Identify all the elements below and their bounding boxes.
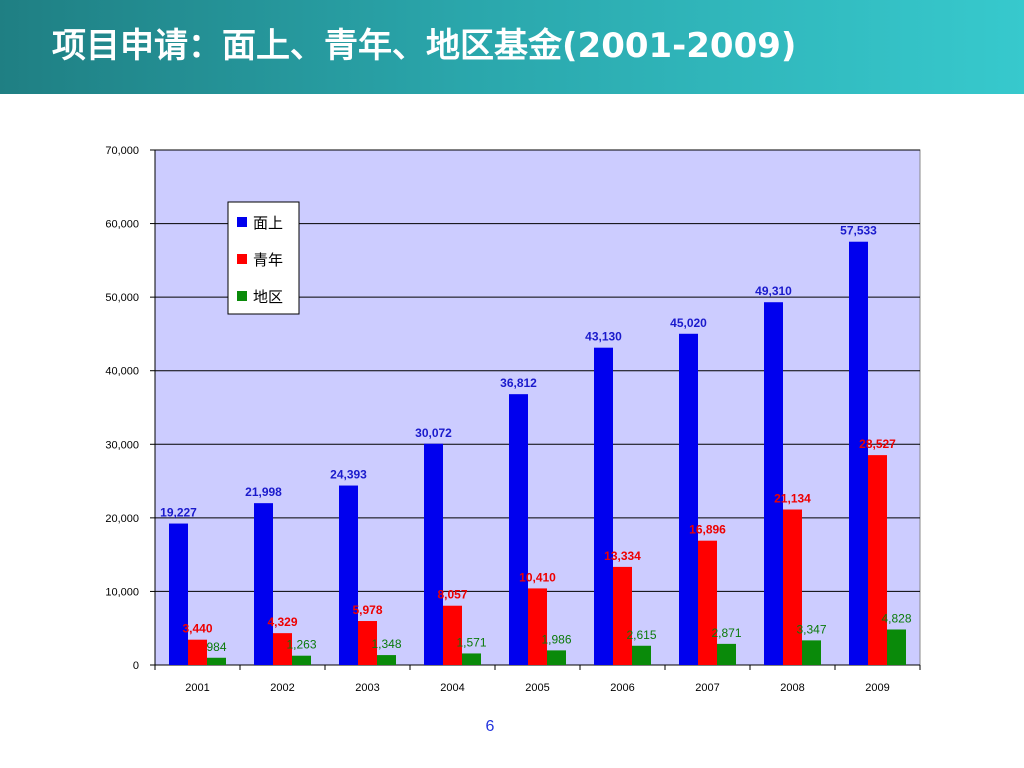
data-label: 36,812 (500, 376, 537, 390)
y-tick-label: 50,000 (105, 292, 139, 304)
data-label: 43,130 (585, 330, 622, 344)
data-label: 8,057 (437, 588, 467, 602)
bar-青年-2005 (528, 588, 547, 665)
bar-青年-2007 (698, 540, 717, 665)
y-tick-label: 20,000 (105, 513, 139, 525)
data-label: 1,348 (371, 637, 401, 651)
y-tick-label: 10,000 (105, 586, 139, 598)
data-label: 21,998 (245, 485, 282, 499)
data-label: 2,871 (711, 626, 741, 640)
data-label: 24,393 (330, 468, 367, 482)
page-number: 6 (485, 718, 495, 735)
y-tick-label: 70,000 (105, 145, 139, 157)
bar-面上-2003 (339, 485, 358, 665)
bar-青年-2002 (273, 633, 292, 665)
bar-青年-2001 (188, 639, 207, 665)
x-tick-label: 2006 (610, 682, 634, 694)
title-banner: 项目申请：面上、青年、地区基金(2001-2009) (0, 0, 1024, 94)
bar-青年-2009 (868, 455, 887, 665)
data-label: 1,986 (541, 632, 571, 646)
legend-swatch-地区 (237, 291, 247, 301)
x-tick-label: 2004 (440, 682, 464, 694)
legend-label: 地区 (253, 289, 283, 306)
bar-面上-2002 (254, 503, 273, 665)
bar-地区-2005 (547, 650, 566, 665)
slide-title: 项目申请：面上、青年、地区基金(2001-2009) (52, 26, 797, 66)
y-tick-label: 0 (133, 660, 139, 672)
bar-青年-2003 (358, 621, 377, 665)
legend-label: 面上 (253, 215, 283, 232)
data-label: 49,310 (755, 284, 792, 298)
x-tick-label: 2005 (525, 682, 549, 694)
legend-swatch-面上 (237, 217, 247, 227)
bar-青年-2008 (783, 509, 802, 665)
bar-面上-2007 (679, 333, 698, 665)
legend-swatch-青年 (237, 254, 247, 264)
bar-地区-2007 (717, 643, 736, 665)
data-label: 21,134 (774, 492, 811, 506)
bar-青年-2004 (443, 605, 462, 665)
data-label: 1,571 (456, 635, 486, 649)
data-label: 10,410 (519, 570, 556, 584)
data-label: 57,533 (840, 224, 877, 238)
bar-地区-2008 (802, 640, 821, 665)
bar-面上-2001 (169, 523, 188, 665)
bar-地区-2002 (292, 655, 311, 665)
bar-地区-2009 (887, 629, 906, 665)
bar-地区-2003 (377, 655, 396, 665)
bar-面上-2008 (764, 302, 783, 665)
bar-地区-2006 (632, 645, 651, 665)
x-tick-label: 2002 (270, 682, 294, 694)
x-tick-label: 2001 (185, 682, 209, 694)
y-tick-label: 60,000 (105, 219, 139, 231)
bar-地区-2001 (207, 657, 226, 665)
data-label: 984 (206, 640, 226, 654)
bar-青年-2006 (613, 566, 632, 665)
legend-label: 青年 (253, 252, 283, 269)
bar-地区-2004 (462, 653, 481, 665)
bar-面上-2004 (424, 443, 443, 665)
data-label: 3,440 (182, 622, 212, 636)
y-tick-label: 30,000 (105, 439, 139, 451)
y-tick-label: 40,000 (105, 366, 139, 378)
x-tick-label: 2009 (865, 682, 889, 694)
data-label: 1,263 (286, 638, 316, 652)
data-label: 16,896 (689, 523, 726, 537)
data-label: 4,329 (267, 615, 297, 629)
data-label: 4,828 (881, 611, 911, 625)
bar-面上-2005 (509, 394, 528, 665)
x-tick-label: 2003 (355, 682, 379, 694)
data-label: 2,615 (626, 628, 656, 642)
data-label: 5,978 (352, 603, 382, 617)
data-label: 45,020 (670, 316, 707, 330)
bar-面上-2009 (849, 241, 868, 665)
data-label: 28,527 (859, 437, 896, 451)
data-label: 19,227 (160, 506, 197, 520)
data-label: 13,334 (604, 549, 641, 563)
bar-面上-2006 (594, 347, 613, 665)
data-label: 30,072 (415, 426, 452, 440)
x-tick-label: 2008 (780, 682, 804, 694)
data-label: 3,347 (796, 622, 826, 636)
x-tick-label: 2007 (695, 682, 719, 694)
